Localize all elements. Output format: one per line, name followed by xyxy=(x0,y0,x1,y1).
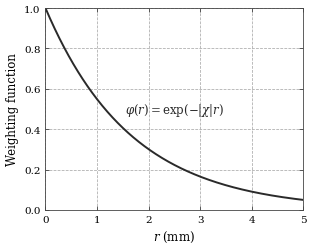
Y-axis label: Weighting function: Weighting function xyxy=(6,53,18,166)
Text: $\varphi(r) = \exp(-|\chi|r)$: $\varphi(r) = \exp(-|\chi|r)$ xyxy=(125,102,225,118)
X-axis label: $r$ (mm): $r$ (mm) xyxy=(153,230,195,244)
